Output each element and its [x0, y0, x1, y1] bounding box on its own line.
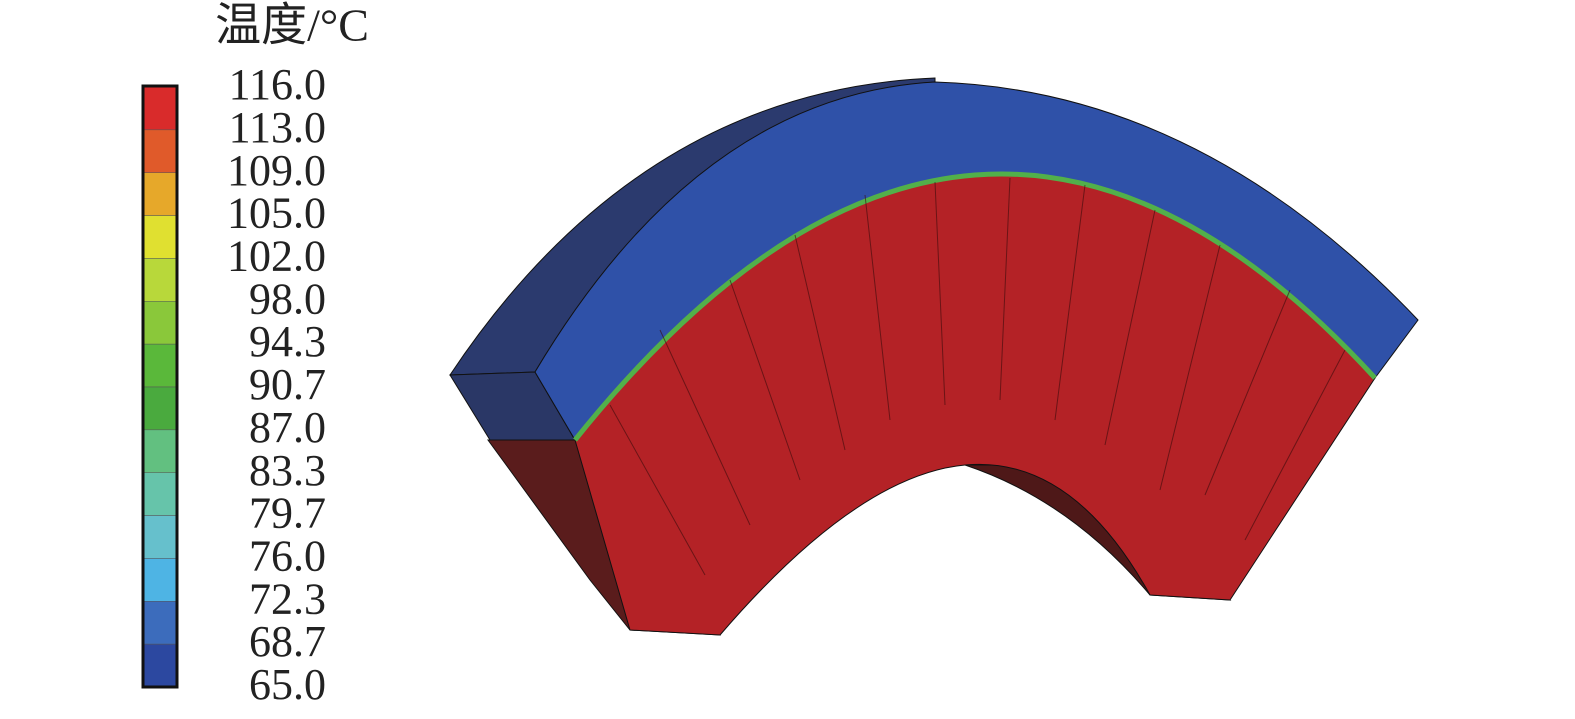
legend-level-label: 105.0 [227, 189, 326, 238]
legend-band [143, 172, 177, 216]
legend-level-label: 113.0 [229, 103, 326, 152]
legend-band [143, 343, 177, 388]
legend-band [143, 215, 177, 259]
legend-level-label: 76.0 [249, 532, 326, 581]
legend-band [143, 515, 177, 559]
legend-level-label: 65.0 [249, 660, 326, 709]
legend-level-label: 68.7 [249, 617, 326, 666]
legend-band [143, 386, 177, 431]
legend-level-label: 94.3 [249, 317, 326, 366]
stator-model [449, 77, 1419, 636]
legend-band [143, 472, 177, 516]
legend-level-label: 72.3 [249, 574, 326, 623]
legend-band [143, 558, 177, 602]
legend-title: 温度/°C [215, 0, 369, 51]
legend-band [143, 643, 177, 688]
model-air-gap [573, 171, 1377, 442]
color-legend: 温度/°C 116.0113.0109.0105.0102.098.094.39… [141, 0, 369, 709]
legend-level-label: 83.3 [249, 446, 326, 495]
legend-band [143, 258, 177, 302]
legend-frame [141, 84, 179, 689]
legend-band [143, 301, 177, 345]
legend-band [143, 601, 177, 645]
legend-level-label: 79.7 [249, 489, 326, 538]
legend-level-label: 116.0 [229, 60, 326, 109]
legend-level-label: 87.0 [249, 403, 326, 452]
legend-band [143, 129, 177, 173]
legend-band [143, 86, 177, 131]
legend-level-label: 102.0 [227, 232, 326, 281]
legend-band [143, 429, 177, 473]
legend-level-label: 98.0 [249, 274, 326, 323]
legend-level-label: 109.0 [227, 146, 326, 195]
model-mesh [609, 177, 1346, 576]
legend-level-label: 90.7 [249, 360, 326, 409]
